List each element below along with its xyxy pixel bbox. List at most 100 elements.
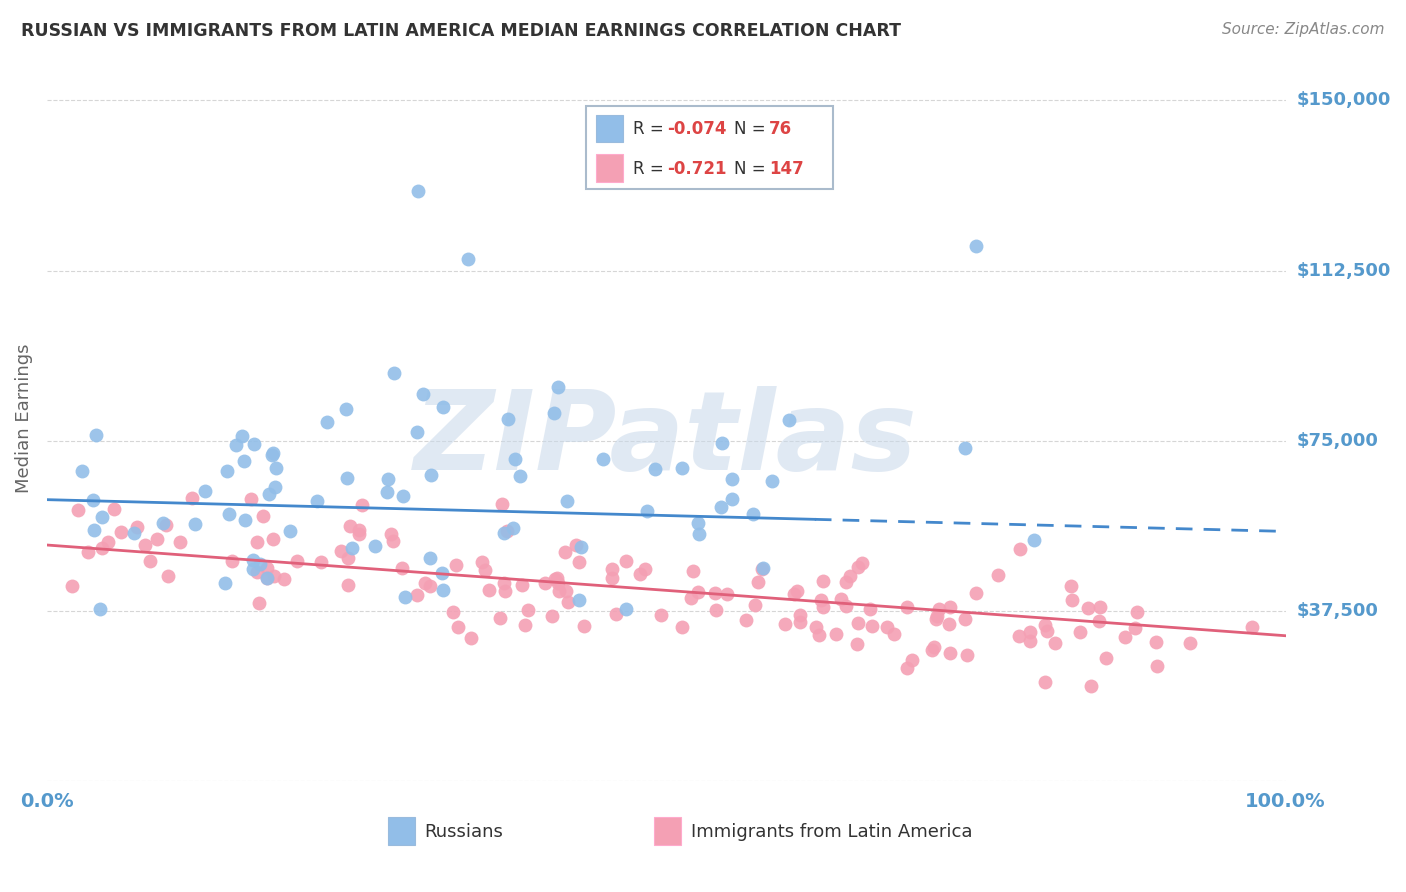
Point [1045,636,1067,650]
Point [704,603,727,617]
Point [671,620,693,634]
Bar [596,154,623,182]
Point [1125,621,1147,635]
Text: $150,000: $150,000 [1296,92,1391,110]
Point [492,526,515,541]
Point [231,429,253,443]
Point [446,620,468,634]
Point [243,437,266,451]
Point [391,561,413,575]
Point [568,555,591,569]
Point [339,519,361,533]
Point [876,620,898,634]
Text: $75,000: $75,000 [1296,432,1378,450]
Point [273,573,295,587]
Point [70,465,93,479]
Point [60,579,83,593]
Point [830,592,852,607]
Point [1018,624,1040,639]
Point [157,568,180,582]
Point [644,462,666,476]
Point [1018,634,1040,648]
Point [1080,679,1102,693]
Point [419,551,441,566]
Y-axis label: Median Earnings: Median Earnings [15,343,32,492]
Point [544,572,567,586]
Text: 76: 76 [769,120,792,138]
Point [330,544,353,558]
Point [636,504,658,518]
Point [262,532,284,546]
Point [233,513,256,527]
Point [1060,578,1083,592]
Point [808,628,831,642]
Point [965,586,987,600]
Text: Immigrants from Latin America: Immigrants from Latin America [690,822,973,840]
Point [432,566,454,580]
Point [262,445,284,459]
Point [925,609,948,624]
Point [955,441,977,455]
Point [752,560,775,574]
Point [84,427,107,442]
Point [335,402,357,417]
Bar [654,817,681,845]
Point [547,380,569,394]
Point [256,560,278,574]
Point [813,574,835,588]
Point [315,415,337,429]
Point [896,599,918,614]
Point [305,494,328,508]
Point [721,492,744,507]
Point [938,616,960,631]
Point [337,551,360,566]
Point [364,539,387,553]
Bar [388,817,415,845]
Point [169,535,191,549]
Point [380,527,402,541]
Point [382,366,405,380]
Point [846,616,869,631]
Point [605,607,627,621]
Point [811,600,834,615]
Point [474,563,496,577]
Point [491,497,513,511]
Point [184,517,207,532]
Point [510,577,533,591]
Point [1144,635,1167,649]
Point [263,479,285,493]
Point [901,653,924,667]
Point [460,631,482,645]
Point [256,571,278,585]
Text: RUSSIAN VS IMMIGRANTS FROM LATIN AMERICA MEDIAN EARNINGS CORRELATION CHART: RUSSIAN VS IMMIGRANTS FROM LATIN AMERICA… [21,22,901,40]
Point [138,553,160,567]
Point [846,560,869,574]
Point [146,532,169,546]
Point [246,565,269,579]
Point [938,646,960,660]
Point [492,576,515,591]
Point [688,584,710,599]
Point [110,524,132,539]
Point [568,593,591,607]
Point [496,412,519,426]
Point [650,607,672,622]
Point [256,571,278,585]
Point [494,584,516,599]
Point [257,487,280,501]
Point [432,400,454,414]
Point [783,587,806,601]
Point [688,527,710,541]
Point [681,591,703,605]
Point [489,611,512,625]
Point [735,613,758,627]
Point [381,533,404,548]
Point [340,541,363,555]
Point [922,640,945,654]
Point [1126,605,1149,619]
Point [921,642,943,657]
Point [630,567,652,582]
Point [152,516,174,530]
Point [83,523,105,537]
Point [478,583,501,598]
